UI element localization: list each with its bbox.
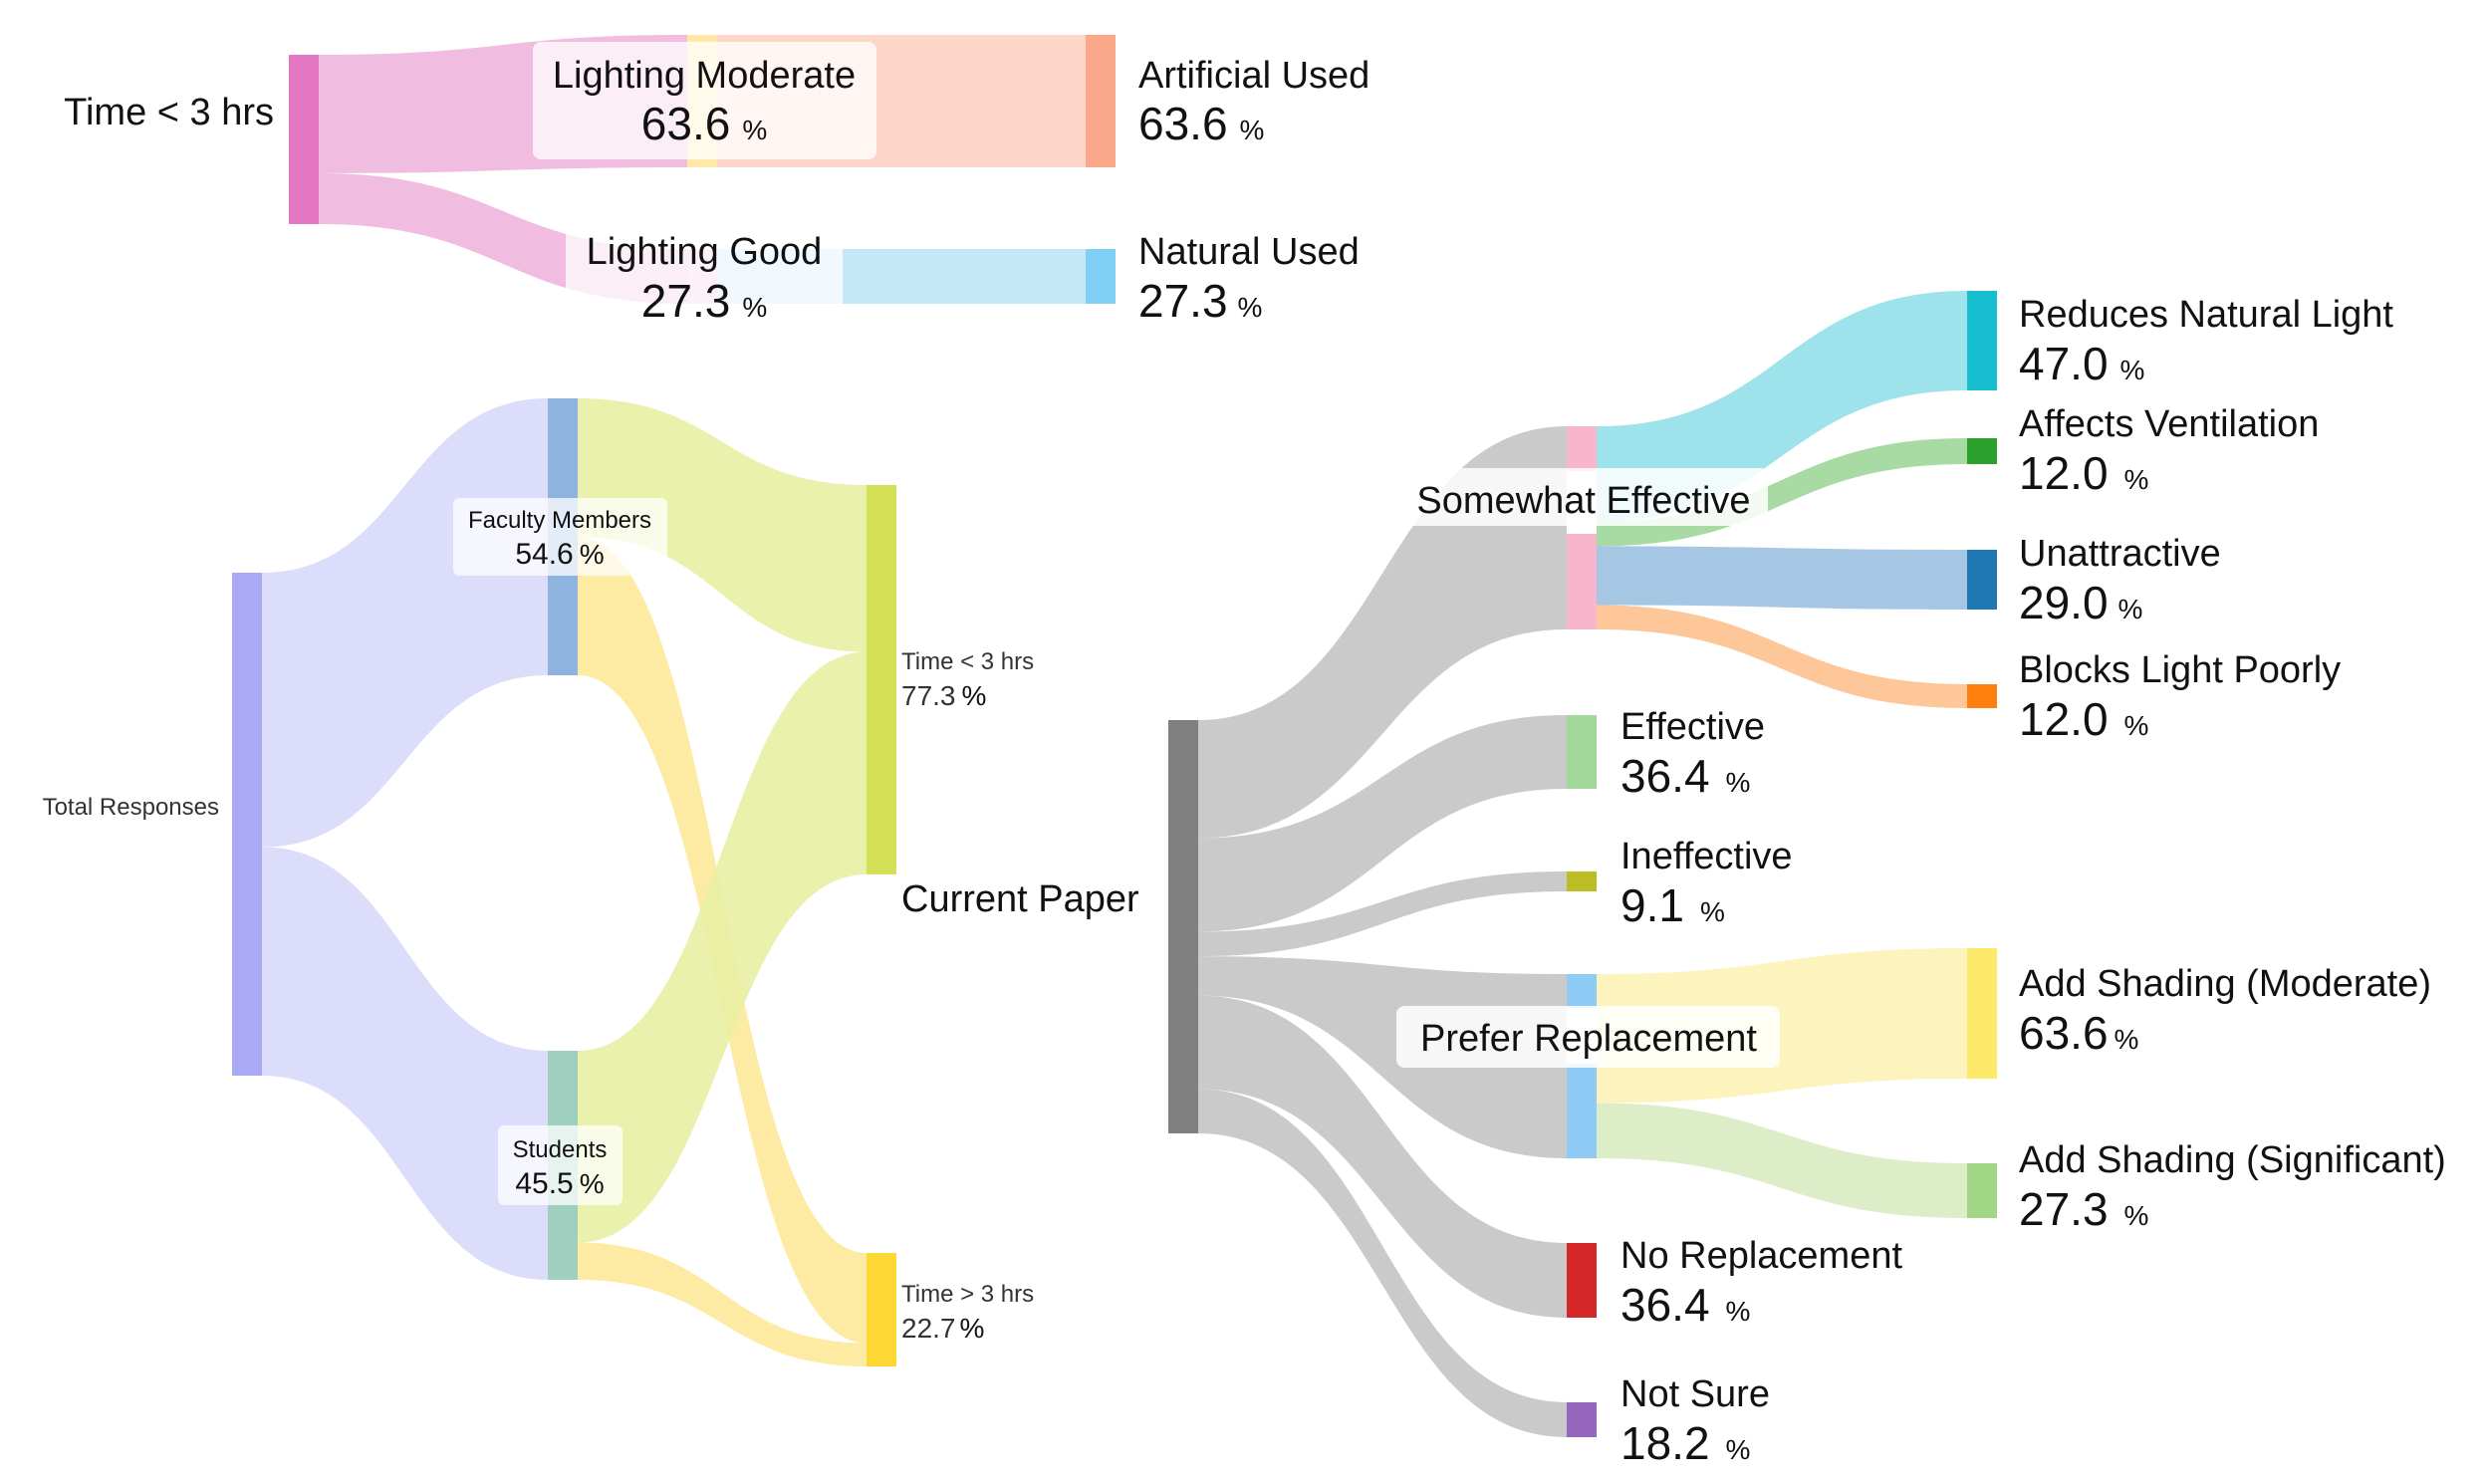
- node-label-add-shading-significant: Add Shading (Significant): [2019, 1139, 2446, 1181]
- node-paper-current-paper: [1168, 720, 1198, 1133]
- node-paper-blocks-light-poorly: [1967, 684, 1997, 708]
- node-label-natural-used: Natural Used: [1138, 231, 1360, 273]
- node-paper-reduces-natural-light: [1967, 291, 1997, 390]
- node-value-not-sure: 18.2%: [1620, 1417, 1750, 1469]
- node-label-current-paper: Current Paper: [901, 878, 1139, 920]
- label-box-students: [498, 1125, 622, 1205]
- link-respondents-faculty-to-time-lt3: [578, 398, 867, 652]
- node-label-blocks-light-poorly: Blocks Light Poorly: [2019, 649, 2341, 691]
- links-layer: [262, 35, 1967, 1437]
- node-respondents-total: [232, 573, 262, 1076]
- node-paper-ineffective: [1567, 871, 1597, 891]
- node-paper-somewhat-effective-part2: [1567, 534, 1597, 629]
- node-value-faculty: 54.6%: [515, 538, 604, 571]
- link-paper-somewhat-effective-to-blocks-light-poorly: [1597, 605, 1967, 708]
- node-paper-not-sure: [1567, 1402, 1597, 1437]
- node-label-reduces-natural-light: Reduces Natural Light: [2019, 294, 2393, 336]
- node-label-not-sure: Not Sure: [1620, 1373, 1770, 1415]
- node-value-students: 45.5%: [515, 1167, 604, 1200]
- node-value-lighting-moderate: 63.6%: [641, 98, 767, 149]
- link-paper-current-paper-to-somewhat-effective: [1198, 426, 1567, 839]
- node-paper-no-replacement: [1567, 1243, 1597, 1318]
- node-label-no-replacement: No Replacement: [1620, 1235, 1902, 1277]
- node-paper-add-shading-significant: [1967, 1163, 1997, 1218]
- link-respondents-students-to-time-lt3: [578, 651, 867, 1243]
- node-label-affects-ventilation: Affects Ventilation: [2019, 403, 2319, 445]
- node-label-somewhat-effective: Somewhat Effective: [1416, 480, 1750, 522]
- node-paper-add-shading-moderate: [1967, 948, 1997, 1079]
- link-respondents-total-to-faculty: [262, 398, 548, 848]
- node-respondents-time-lt3: [867, 485, 896, 874]
- link-paper-current-paper-to-not-sure: [1198, 1089, 1567, 1437]
- link-paper-somewhat-effective-to-unattractive: [1597, 546, 1967, 610]
- node-lighting-artificial-used: [1086, 35, 1116, 167]
- node-label-ineffective: Ineffective: [1620, 836, 1793, 877]
- node-label-students: Students: [513, 1136, 608, 1163]
- node-value-lighting-good: 27.3%: [641, 275, 767, 327]
- node-label-prefer-replacement: Prefer Replacement: [1420, 1018, 1757, 1060]
- node-label-lighting-good: Lighting Good: [587, 231, 823, 273]
- node-paper-affects-ventilation: [1967, 438, 1997, 464]
- link-paper-somewhat-effective-to-reduces-natural-light: [1597, 291, 1967, 522]
- node-paper-prefer-replacement-part1: [1567, 974, 1597, 1008]
- node-paper-somewhat-effective-part1: [1567, 426, 1597, 471]
- node-lighting-natural-used: [1086, 249, 1116, 304]
- node-paper-prefer-replacement-part2: [1567, 1064, 1597, 1158]
- node-label-lighting-moderate: Lighting Moderate: [553, 55, 856, 97]
- link-paper-current-paper-to-ineffective: [1198, 871, 1567, 957]
- node-label-time-lt3-top: Time < 3 hrs: [64, 92, 274, 133]
- node-value-add-shading-significant: 27.3%: [2019, 1183, 2148, 1235]
- node-value-reduces-natural-light: 47.0%: [2019, 338, 2144, 389]
- node-value-blocks-light-poorly: 12.0%: [2019, 693, 2148, 745]
- node-label-add-shading-moderate: Add Shading (Moderate): [2019, 963, 2431, 1005]
- node-label-unattractive: Unattractive: [2019, 533, 2221, 575]
- node-label-time-lt3-mid: Time < 3 hrs: [901, 648, 1034, 675]
- node-lighting-time-lt3: [289, 55, 319, 224]
- node-label-effective: Effective: [1620, 706, 1765, 748]
- node-label-faculty: Faculty Members: [468, 507, 651, 534]
- node-label-time-gt3: Time > 3 hrs: [901, 1281, 1034, 1308]
- node-value-time-gt3: 22.7%: [901, 1313, 984, 1344]
- node-value-effective: 36.4%: [1620, 750, 1750, 802]
- node-value-unattractive: 29.0%: [2019, 577, 2142, 628]
- node-respondents-time-gt3: [867, 1253, 896, 1366]
- link-paper-current-paper-to-effective: [1198, 715, 1567, 932]
- label-box-prefer-replacement: [1396, 1006, 1780, 1068]
- node-value-affects-ventilation: 12.0%: [2019, 447, 2148, 499]
- node-paper-effective: [1567, 715, 1597, 789]
- label-box-faculty: [453, 498, 667, 576]
- node-value-no-replacement: 36.4%: [1620, 1279, 1750, 1331]
- link-paper-prefer-replacement-to-add-shading-significant: [1597, 1103, 1967, 1218]
- label-box-lighting-good: [566, 221, 843, 327]
- nodes-layer: [232, 35, 1997, 1437]
- labels-layer: Time < 3 hrs Lighting Moderate 63.6% Lig…: [43, 42, 2446, 1469]
- node-value-ineffective: 9.1%: [1620, 879, 1725, 931]
- label-box-somewhat-effective: [1394, 468, 1768, 526]
- node-value-natural-used: 27.3%: [1138, 275, 1262, 327]
- node-value-time-lt3-mid: 77.3%: [901, 680, 986, 711]
- node-label-artificial-used: Artificial Used: [1138, 55, 1369, 97]
- node-value-add-shading-moderate: 63.6%: [2019, 1007, 2138, 1059]
- node-value-artificial-used: 63.6%: [1138, 98, 1264, 149]
- link-paper-current-paper-to-no-replacement: [1198, 995, 1567, 1318]
- link-respondents-total-to-students: [262, 847, 548, 1280]
- label-box-lighting-moderate: [533, 42, 876, 159]
- link-respondents-students-to-time-gt3: [578, 1242, 867, 1366]
- node-label-total-responses: Total Responses: [43, 794, 219, 821]
- node-paper-unattractive: [1967, 550, 1997, 610]
